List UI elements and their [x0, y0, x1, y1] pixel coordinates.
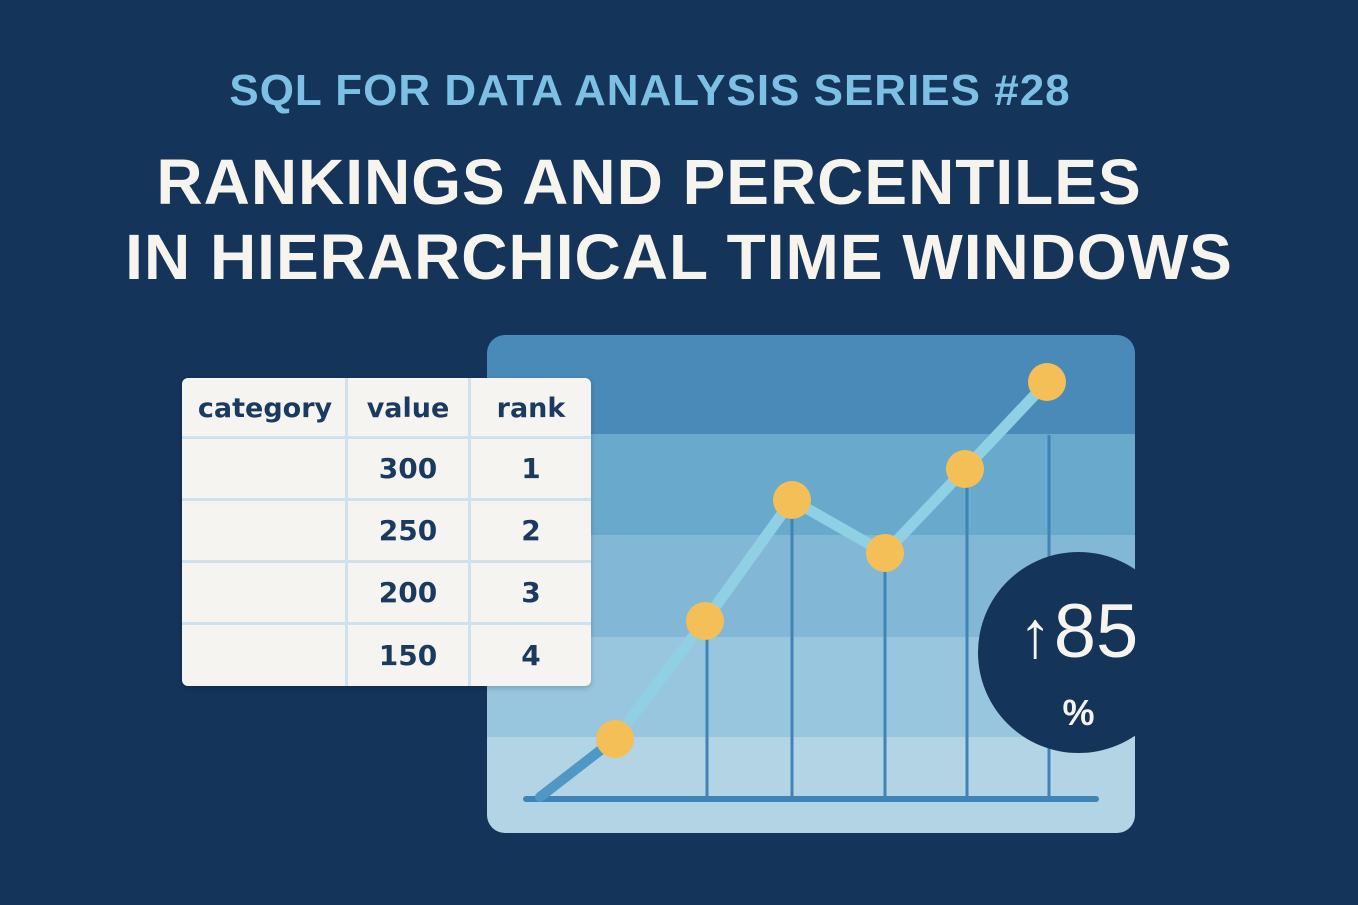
table-cell-rank: 1 — [521, 452, 541, 485]
ranking-table: category value rank 300 1 250 2 200 3 15… — [182, 378, 591, 686]
table-cell-value: 200 — [378, 576, 438, 609]
column-header-category: category — [197, 392, 333, 424]
row-divider — [182, 498, 591, 501]
table-cell-category — [182, 501, 345, 560]
table-cell-category — [182, 625, 345, 686]
column-header-rank: rank — [496, 392, 566, 424]
column-header-value: value — [366, 392, 450, 424]
column-divider — [468, 378, 471, 686]
row-divider — [182, 436, 591, 439]
arrow-up-icon: ↑ — [1018, 597, 1052, 671]
table-cell-rank: 2 — [521, 514, 541, 547]
table-cell-rank: 3 — [521, 576, 541, 609]
chart-band — [487, 335, 1135, 434]
trend-line — [609, 376, 1053, 745]
badge-value-row: ↑85 — [978, 594, 1179, 670]
page-title-line-1: RANKINGS AND PERCENTILES — [156, 146, 1142, 218]
table-cell-category — [182, 439, 345, 498]
row-divider — [182, 622, 591, 625]
series-label: SQL FOR DATA ANALYSIS SERIES #28 — [229, 66, 1071, 115]
line-chart — [523, 363, 1099, 802]
column-divider — [345, 378, 348, 686]
page-title-line-2: IN HIERARCHICAL TIME WINDOWS — [125, 221, 1233, 293]
chart-band — [487, 434, 1135, 535]
table-cell-rank: 4 — [521, 639, 541, 672]
badge-value: 85 — [1053, 589, 1139, 674]
percentile-badge: ↑85 % — [978, 552, 1179, 753]
badge-unit: % — [1062, 692, 1095, 733]
table-cell-value: 250 — [378, 514, 438, 547]
row-divider — [182, 560, 591, 563]
table-cell-value: 150 — [378, 639, 438, 672]
table-cell-value: 300 — [378, 452, 438, 485]
table-cell-category — [182, 563, 345, 622]
